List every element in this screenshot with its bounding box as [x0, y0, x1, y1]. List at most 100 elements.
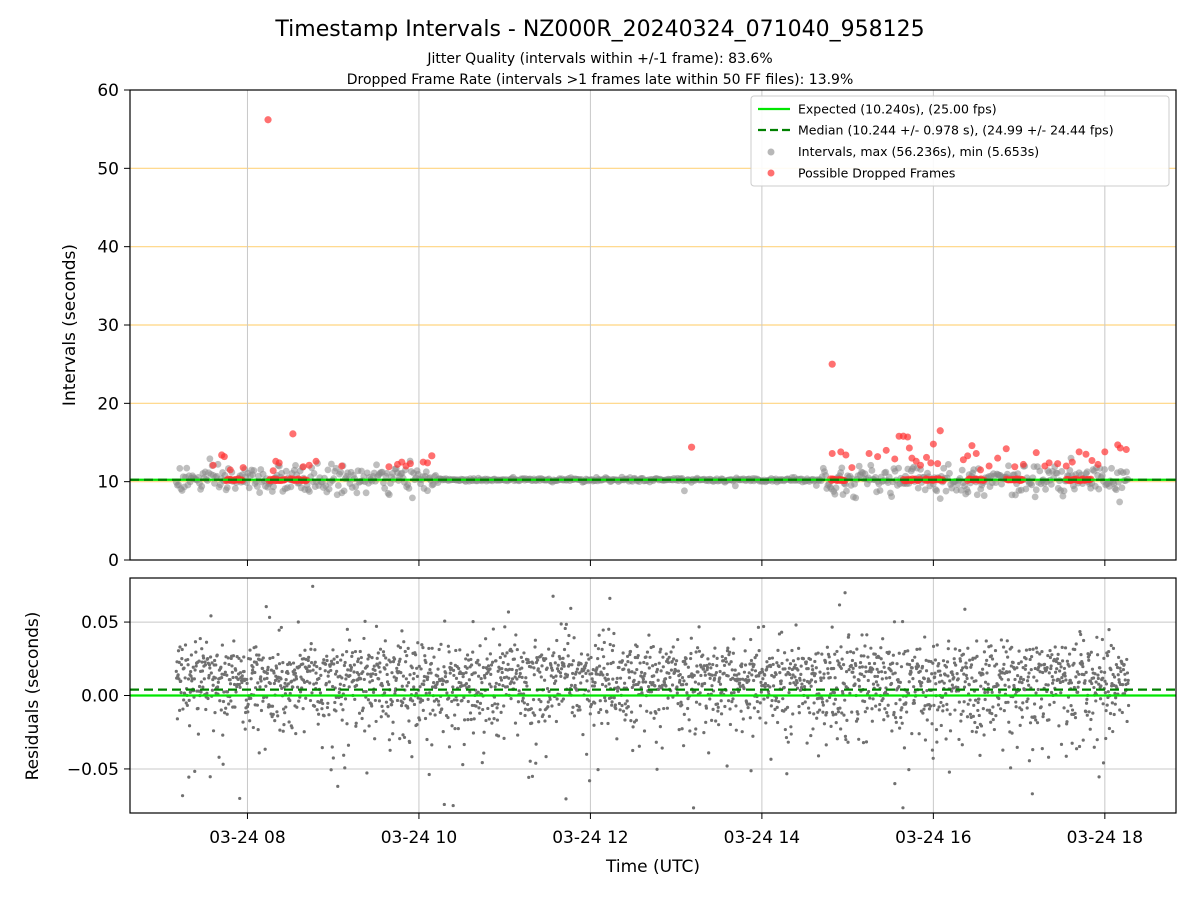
- residual-point: [196, 732, 201, 736]
- residual-point: [258, 685, 262, 689]
- residual-point: [436, 674, 440, 678]
- residual-point: [827, 655, 831, 659]
- residual-point: [937, 680, 942, 684]
- residual-point: [875, 667, 879, 671]
- residual-point: [318, 691, 323, 695]
- residual-point: [989, 654, 994, 658]
- residual-point: [681, 744, 686, 748]
- residual-point: [514, 633, 518, 637]
- top-y-tick-label: 50: [97, 159, 119, 179]
- residual-point: [494, 681, 498, 685]
- residual-point: [946, 674, 950, 678]
- residual-point: [548, 697, 552, 701]
- residual-point: [418, 718, 422, 722]
- residual-point: [1024, 657, 1028, 661]
- residual-point: [1035, 650, 1039, 654]
- residual-point: [187, 775, 191, 779]
- residual-point: [460, 698, 464, 703]
- residual-point: [310, 661, 314, 665]
- residual-point: [438, 710, 442, 714]
- residual-point: [1040, 747, 1044, 751]
- residual-point: [697, 649, 702, 653]
- residual-point: [347, 685, 351, 689]
- residual-point: [429, 661, 434, 666]
- residual-point: [944, 737, 948, 741]
- dropped-frame-point: [264, 116, 272, 124]
- residual-point: [295, 705, 299, 709]
- residual-point: [354, 721, 358, 725]
- residual-point: [918, 669, 922, 673]
- residual-point: [839, 727, 843, 731]
- residual-point: [531, 661, 535, 665]
- residual-point: [662, 706, 666, 711]
- residual-point: [941, 659, 946, 663]
- residual-point: [725, 764, 729, 768]
- residual-point: [869, 670, 873, 674]
- residual-point: [412, 671, 416, 676]
- residual-point: [1057, 724, 1061, 728]
- residual-point: [531, 711, 535, 715]
- residual-point: [803, 700, 807, 704]
- residual-point: [598, 699, 602, 703]
- residual-point: [679, 700, 683, 704]
- residual-point: [181, 707, 185, 711]
- residual-point: [516, 664, 520, 668]
- residual-point: [667, 671, 671, 675]
- residual-point: [218, 699, 222, 703]
- residual-point: [436, 667, 440, 671]
- residual-point: [975, 639, 979, 643]
- residual-point: [416, 696, 420, 700]
- residual-point: [230, 664, 234, 668]
- residual-point: [729, 691, 734, 695]
- residual-point: [199, 690, 203, 694]
- residual-point: [370, 656, 374, 660]
- residual-point: [554, 679, 558, 683]
- residual-point: [1052, 657, 1057, 662]
- residual-point: [452, 673, 456, 678]
- interval-point: [855, 462, 863, 470]
- residual-point: [290, 679, 294, 683]
- residual-point: [1012, 683, 1016, 688]
- residual-point: [549, 663, 553, 667]
- residual-point: [860, 633, 864, 637]
- residual-point: [314, 671, 318, 675]
- residual-point: [1006, 655, 1010, 659]
- residual-point: [189, 653, 194, 657]
- residual-point: [207, 676, 211, 680]
- residual-point: [453, 727, 457, 731]
- residual-point: [337, 695, 341, 700]
- residual-point: [342, 753, 346, 757]
- residual-point: [894, 720, 898, 724]
- residual-point: [521, 696, 525, 700]
- residual-point: [747, 671, 751, 675]
- residual-point: [384, 712, 388, 716]
- residual-point: [488, 682, 492, 686]
- residual-point: [819, 676, 823, 680]
- dropped-frame-point: [406, 460, 414, 468]
- residual-point: [200, 669, 205, 673]
- residual-point: [305, 679, 309, 683]
- residual-point: [871, 682, 876, 686]
- residual-point: [663, 677, 668, 681]
- residual-point: [457, 666, 461, 671]
- residual-point: [255, 662, 259, 666]
- residual-point: [879, 646, 883, 650]
- residual-point: [821, 703, 825, 707]
- residual-point: [990, 657, 995, 661]
- residual-point: [509, 680, 514, 684]
- residual-point: [653, 684, 657, 688]
- residual-point: [318, 667, 322, 671]
- residual-point: [934, 682, 938, 686]
- residual-point: [836, 710, 841, 714]
- residual-point: [346, 743, 351, 747]
- residual-point: [403, 649, 407, 654]
- residual-point: [1058, 662, 1062, 666]
- residual-point: [752, 678, 756, 683]
- residual-point: [360, 716, 364, 721]
- residual-point: [948, 729, 953, 733]
- residual-point: [585, 679, 589, 683]
- residual-point: [343, 766, 347, 770]
- residual-point: [520, 666, 524, 670]
- residual-point: [456, 703, 460, 707]
- residual-point: [528, 759, 532, 763]
